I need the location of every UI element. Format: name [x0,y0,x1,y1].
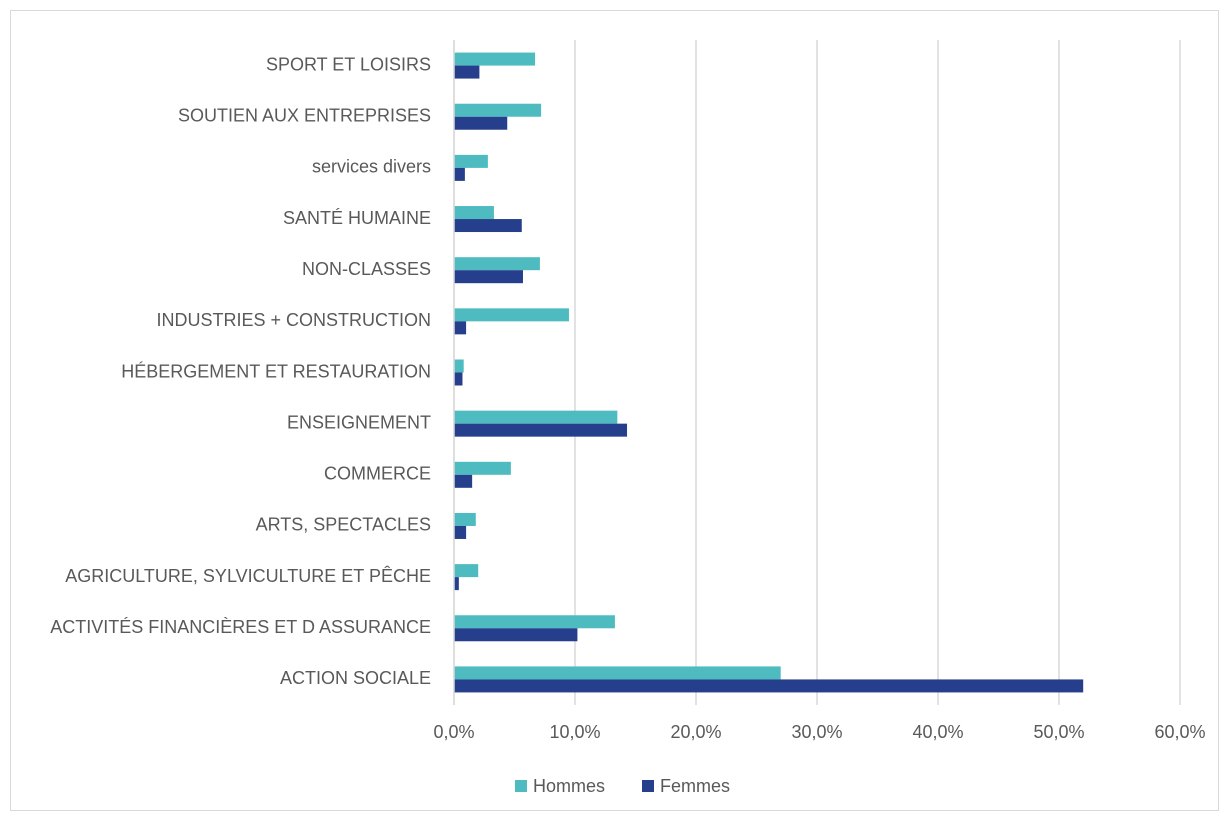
y-tick-label: SPORT ET LOISIRS [266,54,431,74]
bar [454,65,480,79]
y-tick-label: COMMERCE [324,464,431,484]
y-tick-label: ARTS, SPECTACLES [256,515,431,535]
y-tick-label: NON-CLASSES [302,259,431,279]
bar [454,103,542,117]
bar [454,461,511,475]
x-tick-label: 10,0% [549,722,600,742]
legend-label: Femmes [660,776,730,796]
bar [454,308,569,322]
bar [454,577,459,591]
x-tick-label: 60,0% [1154,722,1205,742]
y-tick-label: services divers [312,157,431,177]
bar [454,321,467,335]
bar [454,219,522,233]
bar [454,359,464,373]
x-tick-label: 50,0% [1033,722,1084,742]
bar [454,423,628,437]
y-tick-label: ENSEIGNEMENT [287,412,431,432]
bar [454,666,781,680]
y-tick-label: AGRICULTURE, SYLVICULTURE ET PÊCHE [65,566,431,586]
bar [454,679,1084,693]
bar [454,410,618,424]
y-tick-label: ACTIVITÉS FINANCIÈRES ET D ASSURANCE [50,617,431,637]
bar [454,270,523,284]
y-tick-label: SANTÉ HUMAINE [283,208,431,228]
bar [454,257,540,271]
x-tick-label: 20,0% [670,722,721,742]
bar [454,628,578,642]
legend-swatch [515,780,527,792]
x-tick-label: 30,0% [791,722,842,742]
bar [454,474,473,488]
bar [454,206,494,220]
y-tick-label: ACTION SOCIALE [280,668,431,688]
legend-swatch [642,780,654,792]
bar [454,52,536,66]
bar [454,512,476,526]
x-tick-label: 0,0% [433,722,474,742]
legend-label: Hommes [533,776,605,796]
bar [454,167,465,181]
bar [454,525,467,539]
bar [454,116,508,130]
y-tick-label: HÉBERGEMENT ET RESTAURATION [121,361,431,381]
bar [454,615,615,629]
bar [454,154,488,168]
y-tick-label: SOUTIEN AUX ENTREPRISES [178,105,431,125]
y-tick-label: INDUSTRIES + CONSTRUCTION [156,310,431,330]
x-tick-label: 40,0% [912,722,963,742]
bar [454,564,479,578]
bar [454,372,463,386]
